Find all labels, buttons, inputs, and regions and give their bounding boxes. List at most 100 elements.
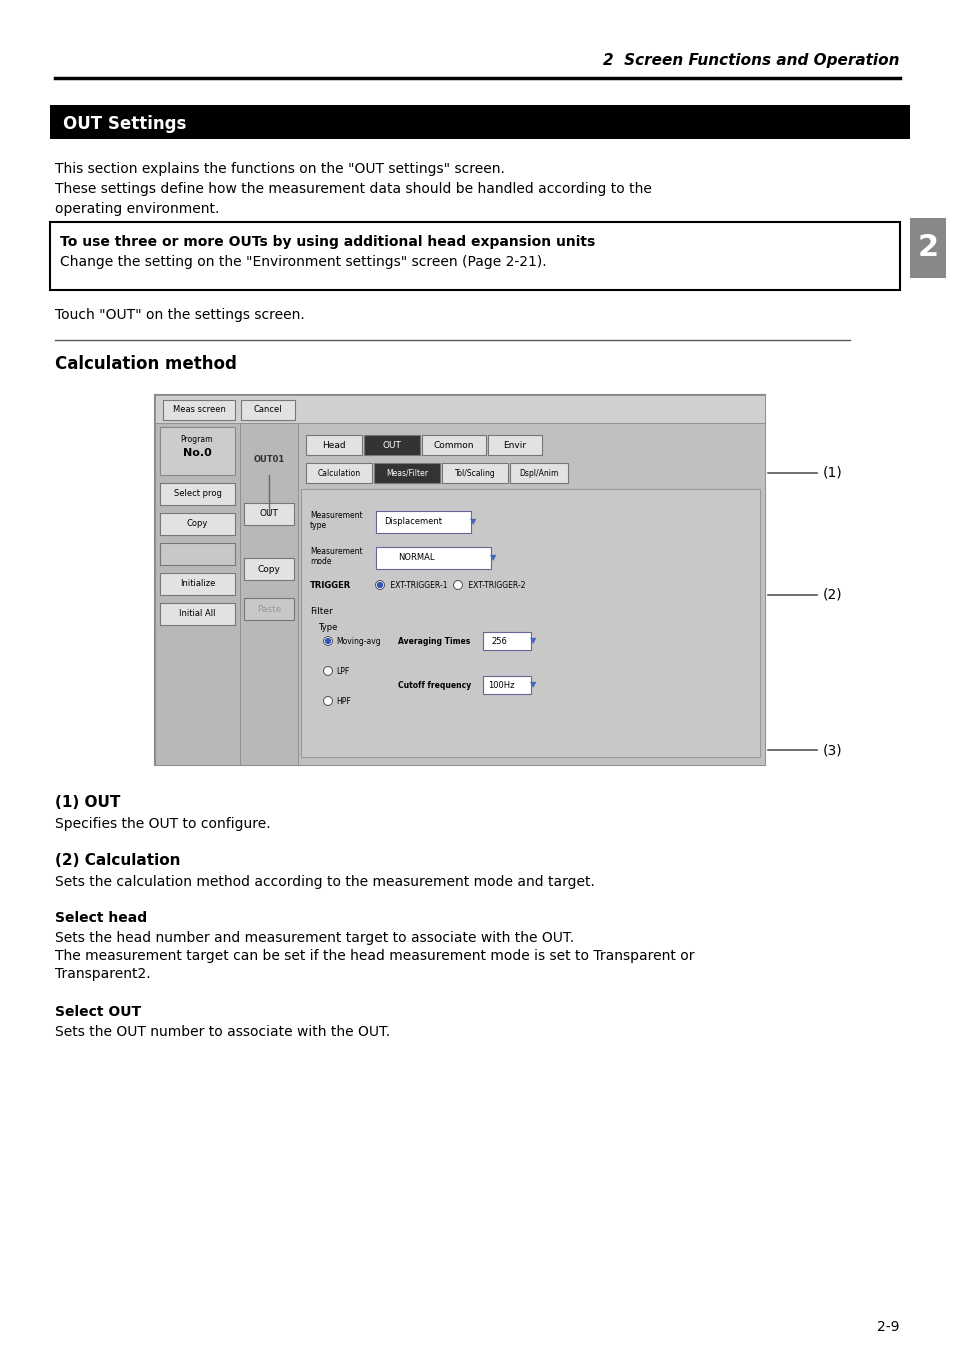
Circle shape [323, 696, 333, 706]
Text: 100Hz: 100Hz [487, 680, 514, 690]
Bar [488, 435, 541, 456]
Bar [244, 598, 294, 621]
Text: Cancel: Cancel [253, 406, 282, 415]
Bar [50, 105, 909, 139]
Bar [306, 435, 361, 456]
Bar [375, 511, 471, 533]
Text: LPF: LPF [335, 667, 349, 676]
Text: (3): (3) [822, 744, 841, 757]
Bar [154, 395, 764, 423]
Text: Sets the calculation method according to the measurement mode and target.: Sets the calculation method according to… [55, 875, 595, 890]
Text: ▼: ▼ [530, 637, 536, 645]
Text: Paste: Paste [256, 604, 281, 614]
Text: Calculation: Calculation [317, 469, 360, 477]
Text: (1) OUT: (1) OUT [55, 795, 120, 810]
Text: Change the setting on the "Environment settings" screen (Page 2-21).: Change the setting on the "Environment s… [60, 256, 546, 269]
Text: OUT: OUT [382, 441, 401, 449]
Bar [482, 631, 531, 650]
Text: NORMAL: NORMAL [397, 553, 434, 562]
Text: Cutoff frequency: Cutoff frequency [397, 680, 471, 690]
Text: OUT01: OUT01 [253, 454, 284, 464]
Circle shape [323, 667, 333, 676]
Text: (2) Calculation: (2) Calculation [55, 853, 180, 868]
Text: Head: Head [322, 441, 345, 449]
Text: Copy: Copy [257, 565, 280, 573]
Bar [909, 218, 945, 279]
Bar [160, 427, 234, 475]
Text: TRIGGER: TRIGGER [310, 580, 351, 589]
Bar [160, 483, 234, 506]
Text: Select OUT: Select OUT [55, 1005, 141, 1019]
Text: Measurement
mode: Measurement mode [310, 548, 362, 566]
Text: Copy: Copy [187, 519, 208, 529]
Text: Select head: Select head [55, 911, 147, 925]
Text: 2  Screen Functions and Operation: 2 Screen Functions and Operation [603, 53, 899, 68]
Bar [160, 544, 234, 565]
Circle shape [377, 583, 382, 588]
Text: Envir: Envir [503, 441, 526, 449]
Bar [244, 558, 294, 580]
Bar [306, 462, 372, 483]
Bar [50, 222, 899, 289]
Text: Meas/Filter: Meas/Filter [386, 469, 428, 477]
Bar [374, 462, 439, 483]
Bar [244, 503, 294, 525]
Text: EXT-TRIGGER-1: EXT-TRIGGER-1 [388, 580, 447, 589]
Text: Initialize: Initialize [179, 580, 215, 588]
Text: Sets the OUT number to associate with the OUT.: Sets the OUT number to associate with th… [55, 1025, 390, 1038]
Bar [482, 676, 531, 694]
Text: Common: Common [434, 441, 474, 449]
Bar [160, 603, 234, 625]
Text: No.0: No.0 [182, 448, 212, 458]
Bar [510, 462, 567, 483]
Bar [241, 400, 294, 420]
Text: Program: Program [180, 434, 213, 443]
Text: OUT: OUT [259, 510, 278, 519]
Text: ▼: ▼ [530, 680, 536, 690]
Text: 2: 2 [917, 234, 938, 262]
Text: Sets the head number and measurement target to associate with the OUT.: Sets the head number and measurement tar… [55, 932, 574, 945]
Text: Moving-avg: Moving-avg [335, 637, 380, 645]
Bar [297, 423, 764, 765]
Bar [421, 435, 485, 456]
Text: Measurement
type: Measurement type [310, 511, 362, 530]
Text: Type: Type [317, 623, 337, 631]
Text: Averaging Times: Averaging Times [397, 637, 470, 645]
Circle shape [375, 580, 384, 589]
Circle shape [453, 580, 462, 589]
Circle shape [325, 638, 330, 644]
Bar [301, 489, 760, 757]
Text: These settings define how the measurement data should be handled according to th: These settings define how the measuremen… [55, 183, 651, 196]
Bar [375, 548, 491, 569]
Bar [154, 395, 764, 765]
Text: Filter: Filter [310, 607, 333, 617]
Text: To use three or more OUTs by using additional head expansion units: To use three or more OUTs by using addit… [60, 235, 595, 249]
Bar [163, 400, 234, 420]
Text: Touch "OUT" on the settings screen.: Touch "OUT" on the settings screen. [55, 308, 304, 322]
Text: Tol/Scaling: Tol/Scaling [455, 469, 495, 477]
Text: ▼: ▼ [490, 553, 496, 562]
Text: Transparent2.: Transparent2. [55, 967, 151, 982]
Bar [364, 435, 419, 456]
Text: operating environment.: operating environment. [55, 201, 219, 216]
Text: HPF: HPF [335, 696, 351, 706]
Bar [240, 423, 297, 765]
Circle shape [323, 637, 333, 645]
Text: (1): (1) [822, 466, 841, 480]
Text: Initial All: Initial All [179, 610, 215, 618]
Text: (2): (2) [822, 588, 841, 602]
Text: Specifies the OUT to configure.: Specifies the OUT to configure. [55, 817, 271, 831]
Text: Select prog: Select prog [173, 489, 221, 499]
Bar [154, 423, 240, 765]
Text: This section explains the functions on the "OUT settings" screen.: This section explains the functions on t… [55, 162, 504, 176]
Text: The measurement target can be set if the head measurement mode is set to Transpa: The measurement target can be set if the… [55, 949, 694, 963]
Text: Calculation method: Calculation method [55, 356, 236, 373]
Text: Displacement: Displacement [384, 518, 441, 526]
Bar [160, 573, 234, 595]
Bar [160, 512, 234, 535]
Text: 256: 256 [491, 637, 506, 645]
Bar [441, 462, 507, 483]
Text: Dspl/Anim: Dspl/Anim [518, 469, 558, 477]
Text: 2-9: 2-9 [877, 1320, 899, 1334]
Text: OUT Settings: OUT Settings [63, 115, 186, 132]
